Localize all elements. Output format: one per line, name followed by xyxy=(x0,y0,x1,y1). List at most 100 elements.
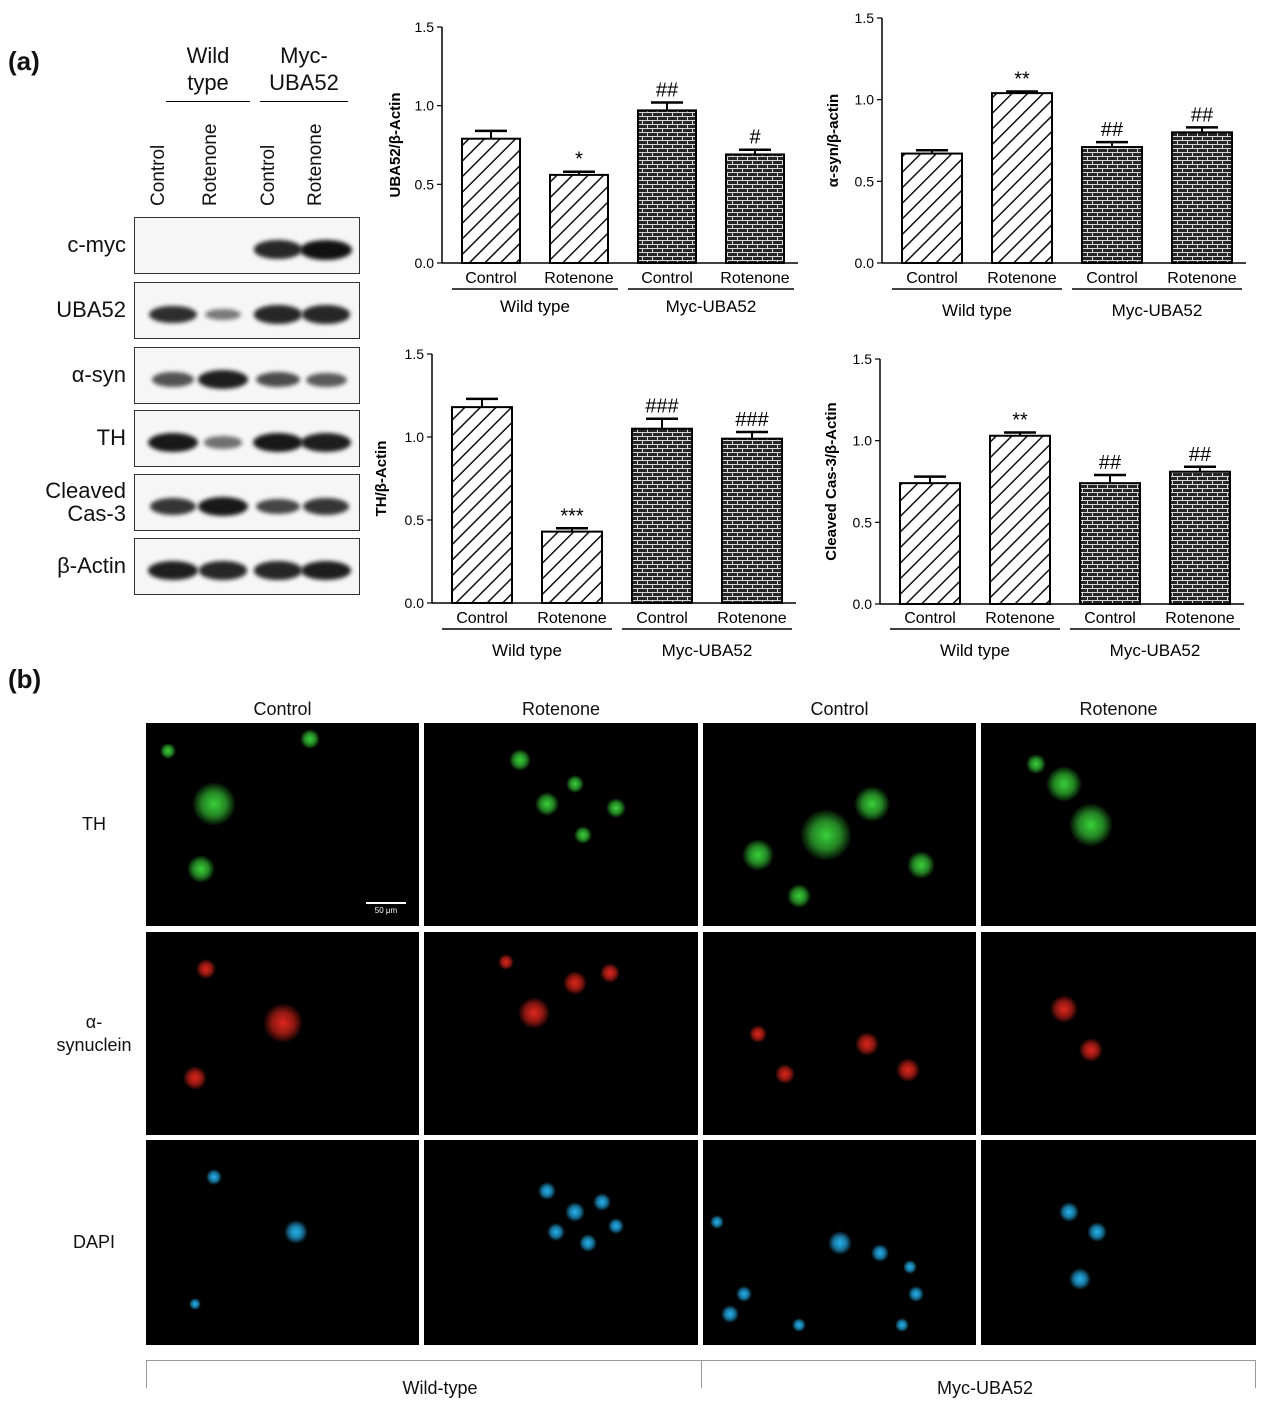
panel-a-label: (a) xyxy=(8,46,40,76)
y-tick-label: 0.0 xyxy=(415,255,435,271)
significance-label: ## xyxy=(1189,444,1212,466)
bar xyxy=(541,530,603,604)
micrograph xyxy=(703,1140,976,1345)
y-tick-label: 1.5 xyxy=(853,351,873,367)
bar xyxy=(451,406,513,604)
y-tick-label: 0.0 xyxy=(405,595,425,611)
micrograph xyxy=(424,1140,698,1345)
blot-row-label: β-Actin xyxy=(57,553,126,578)
category-label: Rotenone xyxy=(987,270,1056,287)
micrograph xyxy=(424,932,698,1135)
blot-band xyxy=(149,498,197,515)
y-tick-label: 1.0 xyxy=(855,92,875,108)
blot-strip xyxy=(134,282,360,339)
blot-band xyxy=(252,432,304,453)
western-blot: Wild type Myc- UBA52 Control Rotenone Cont… xyxy=(0,0,370,610)
y-axis-label: Cleaved Cas-3/β-Actin xyxy=(823,402,840,560)
category-label: Control xyxy=(1086,270,1138,287)
blot-band xyxy=(148,561,198,580)
blot-row-label: Cleaved Cas-3 xyxy=(45,477,126,526)
chart-4: 0.0 0.5 1.0 1.5 Cleaved Cas-3/β-Actin Control… xyxy=(823,351,1244,660)
y-tick-label: 0.0 xyxy=(855,255,875,271)
bar xyxy=(899,482,961,605)
bar-charts: 0.0 0.5 1.0 1.5 UBA52/β-Actin Control * Rotenon… xyxy=(373,10,1246,660)
significance-label: ** xyxy=(1012,410,1028,432)
blot-band xyxy=(204,308,242,321)
significance-label: ## xyxy=(1101,119,1124,141)
micro-row-label: DAPI xyxy=(72,1232,115,1252)
blot-band xyxy=(198,561,248,580)
y-tick-label: 0.5 xyxy=(853,514,873,530)
bar xyxy=(991,92,1053,264)
blot-strip xyxy=(134,538,360,595)
group-label: Myc-UBA52 xyxy=(666,297,757,316)
micrograph xyxy=(146,1140,419,1345)
y-axis-label: UBA52/β-Actin xyxy=(387,93,404,198)
blot-band xyxy=(301,433,351,452)
micro-column-label: Rotenone xyxy=(1079,699,1158,719)
category-label: Control xyxy=(641,270,693,287)
panel-b-label: (b) xyxy=(8,664,42,694)
blot-row-label: TH xyxy=(96,425,126,450)
chart-2: 0.0 0.5 1.0 1.5 α-syn/β-actin Control ** Roteno… xyxy=(825,10,1246,320)
blot-band xyxy=(151,372,195,387)
blot-band xyxy=(301,305,351,324)
blot-group-wild-type: Wild type xyxy=(186,43,230,95)
blot-strip xyxy=(134,474,360,531)
micro-group-label-wild-type: Wild-type xyxy=(402,1378,478,1398)
bar xyxy=(989,434,1051,605)
micrograph xyxy=(424,723,698,926)
bar xyxy=(549,173,609,264)
micro-group-label-myc-uba52: Myc-UBA52 xyxy=(936,1378,1034,1398)
significance-label: ## xyxy=(656,80,679,102)
blot-band xyxy=(204,436,242,449)
category-label: Rotenone xyxy=(985,610,1054,627)
category-label: Rotenone xyxy=(1167,270,1236,287)
bar xyxy=(721,437,783,604)
y-tick-label: 0.5 xyxy=(415,176,435,192)
micrograph xyxy=(981,723,1256,926)
blot-band xyxy=(197,496,249,517)
blot-band xyxy=(253,240,303,259)
blot-band xyxy=(301,561,351,580)
significance-label: ## xyxy=(1099,452,1122,474)
blot-band xyxy=(302,498,350,515)
blot-band xyxy=(300,239,352,260)
blot-group-myc-uba52: Myc- UBA52 xyxy=(269,43,339,95)
bar xyxy=(1169,470,1231,606)
significance-label: ## xyxy=(1191,104,1214,126)
micrograph xyxy=(981,1140,1256,1345)
category-label: Control xyxy=(465,270,517,287)
significance-label: # xyxy=(749,127,761,149)
blot-strip xyxy=(134,410,360,467)
y-tick-label: 0.5 xyxy=(405,512,425,528)
group-label: Myc-UBA52 xyxy=(662,641,753,660)
bar xyxy=(1081,146,1143,265)
micrograph xyxy=(146,723,419,926)
micrograph xyxy=(146,932,419,1135)
scale-bar-label: 50 μm xyxy=(374,906,398,915)
group-label: Wild type xyxy=(500,297,570,316)
category-label: Control xyxy=(904,610,956,627)
group-label: Myc-UBA52 xyxy=(1112,301,1203,320)
category-label: Rotenone xyxy=(544,270,613,287)
blot-band xyxy=(305,372,347,387)
blot-group-underline-wild-type xyxy=(166,101,250,102)
y-tick-label: 0.5 xyxy=(855,173,875,189)
blot-band xyxy=(255,498,301,515)
y-tick-label: 1.0 xyxy=(405,429,425,445)
significance-label: ** xyxy=(1014,69,1030,91)
chart-3: 0.0 0.5 1.0 1.5 TH/β-Actin Control *** Rotenone… xyxy=(373,346,796,660)
bar xyxy=(631,427,693,605)
y-tick-label: 1.5 xyxy=(405,346,425,362)
category-label: Control xyxy=(456,610,508,627)
category-label: Control xyxy=(1084,610,1136,627)
blot-band xyxy=(253,561,303,580)
blot-row-label: c-myc xyxy=(67,232,126,257)
blot-row-label: α-syn xyxy=(71,362,126,387)
category-label: Rotenone xyxy=(1165,610,1234,627)
blot-band xyxy=(149,305,197,324)
category-label: Rotenone xyxy=(717,610,786,627)
micrograph xyxy=(703,723,976,926)
bar xyxy=(725,153,785,264)
